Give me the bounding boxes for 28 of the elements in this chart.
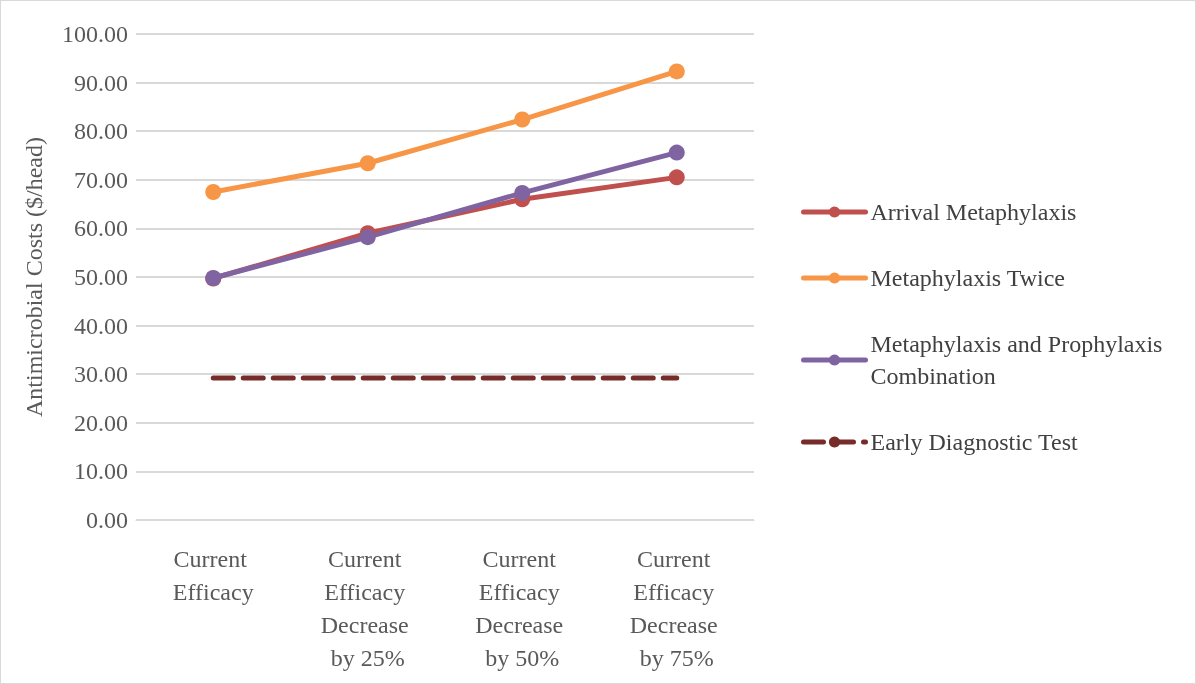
- legend-label: Early Diagnostic Test: [870, 429, 1078, 455]
- point: [205, 183, 222, 200]
- point: [359, 229, 376, 246]
- y-tick-label: 30.00: [74, 361, 128, 388]
- point: [668, 63, 685, 80]
- x-tick-label: Current Efficacy Decrease by 25%: [320, 545, 415, 671]
- y-tick-label: 60.00: [74, 215, 128, 242]
- x-tick-label: Current Efficacy Decrease by 50%: [475, 545, 570, 671]
- y-tick-label: 80.00: [74, 118, 128, 145]
- y-tick-label: 20.00: [74, 409, 128, 436]
- y-tick-label: 10.00: [74, 458, 128, 485]
- y-tick-label: 90.00: [74, 69, 128, 96]
- x-tick-label: Current Efficacy Decrease by 75%: [629, 545, 724, 671]
- legend-label: Metaphylaxis Twice: [870, 265, 1065, 291]
- y-tick-label: 0.00: [86, 507, 128, 533]
- y-tick-label: 100.00: [62, 21, 128, 47]
- y-tick-label: 70.00: [74, 166, 128, 193]
- legend-label: Arrival Metaphylaxis: [870, 199, 1077, 225]
- y-tick-label: 50.00: [74, 264, 128, 290]
- legend-label: Metaphylaxis and Prophylaxis Combination: [870, 331, 1169, 389]
- x-tick-label: Current Efficacy: [172, 545, 254, 605]
- y-tick-label: 40.00: [74, 312, 128, 339]
- y-axis-title: Antimicrobial Costs ($/head): [21, 137, 47, 417]
- point: [514, 184, 531, 201]
- point: [668, 144, 685, 161]
- point: [514, 111, 531, 128]
- point: [359, 155, 376, 172]
- point: [668, 169, 685, 186]
